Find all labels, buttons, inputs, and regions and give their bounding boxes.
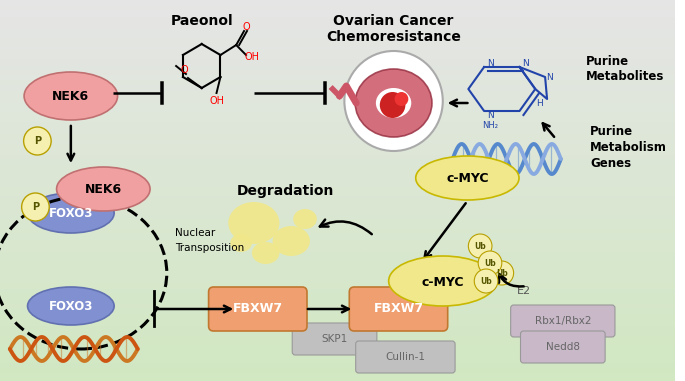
FancyArrowPatch shape (499, 274, 523, 287)
Text: Purine: Purine (586, 54, 629, 67)
FancyBboxPatch shape (349, 287, 448, 331)
Text: NEK6: NEK6 (52, 90, 90, 102)
Circle shape (379, 92, 406, 118)
FancyArrowPatch shape (320, 219, 372, 234)
Text: SKP1: SKP1 (321, 334, 348, 344)
Text: Ovarian Cancer: Ovarian Cancer (334, 14, 453, 28)
Ellipse shape (388, 256, 497, 306)
Text: FOXO3: FOXO3 (49, 207, 93, 219)
Ellipse shape (27, 287, 114, 325)
Ellipse shape (252, 242, 279, 264)
Ellipse shape (230, 234, 252, 252)
Circle shape (345, 51, 443, 151)
FancyBboxPatch shape (292, 323, 377, 355)
Circle shape (23, 127, 51, 155)
Circle shape (490, 261, 514, 285)
FancyBboxPatch shape (356, 341, 455, 373)
Text: FBXW7: FBXW7 (373, 303, 423, 315)
Text: Cullin-1: Cullin-1 (386, 352, 425, 362)
Text: Ub: Ub (496, 269, 508, 277)
Text: c-MYC: c-MYC (421, 277, 464, 290)
Text: Chemoresistance: Chemoresistance (326, 30, 461, 44)
Text: NEK6: NEK6 (85, 182, 122, 195)
Ellipse shape (416, 156, 519, 200)
Text: H: H (536, 99, 543, 107)
Text: O: O (180, 65, 188, 75)
Text: Nedd8: Nedd8 (546, 342, 580, 352)
Text: Nuclear: Nuclear (175, 228, 215, 238)
Circle shape (478, 251, 502, 275)
Ellipse shape (356, 69, 432, 137)
Text: NH₂: NH₂ (482, 120, 498, 130)
Text: OH: OH (209, 96, 224, 106)
Text: Genes: Genes (590, 157, 632, 170)
FancyBboxPatch shape (521, 331, 605, 363)
Text: Rbx1/Rbx2: Rbx1/Rbx2 (534, 316, 591, 326)
Text: Metabolites: Metabolites (586, 69, 664, 83)
Text: Transposition: Transposition (175, 243, 245, 253)
Text: OH: OH (245, 52, 260, 62)
Text: c-MYC: c-MYC (446, 171, 488, 184)
Ellipse shape (293, 209, 317, 229)
Circle shape (469, 234, 492, 258)
FancyBboxPatch shape (510, 305, 615, 337)
Ellipse shape (24, 72, 118, 120)
Text: P: P (34, 136, 41, 146)
Circle shape (474, 269, 498, 293)
Text: N: N (486, 59, 493, 67)
Text: FOXO3: FOXO3 (49, 299, 93, 312)
Text: Ub: Ub (484, 258, 496, 267)
Ellipse shape (273, 226, 310, 256)
Text: Purine: Purine (590, 125, 634, 138)
Circle shape (395, 92, 408, 106)
Text: FBXW7: FBXW7 (233, 303, 283, 315)
Ellipse shape (228, 202, 279, 244)
Circle shape (22, 193, 49, 221)
Ellipse shape (376, 88, 411, 118)
Text: E2: E2 (516, 286, 530, 296)
Text: Degradation: Degradation (236, 184, 334, 198)
Text: Paeonol: Paeonol (171, 14, 233, 28)
Ellipse shape (27, 193, 114, 233)
Text: Ub: Ub (474, 242, 486, 250)
Text: O: O (242, 22, 250, 32)
Text: N: N (546, 72, 552, 82)
Ellipse shape (57, 167, 150, 211)
FancyBboxPatch shape (209, 287, 307, 331)
Text: N: N (522, 59, 529, 67)
Text: Ub: Ub (480, 277, 492, 285)
Text: Metabolism: Metabolism (590, 141, 667, 154)
Text: N: N (486, 110, 493, 120)
Text: P: P (32, 202, 39, 212)
